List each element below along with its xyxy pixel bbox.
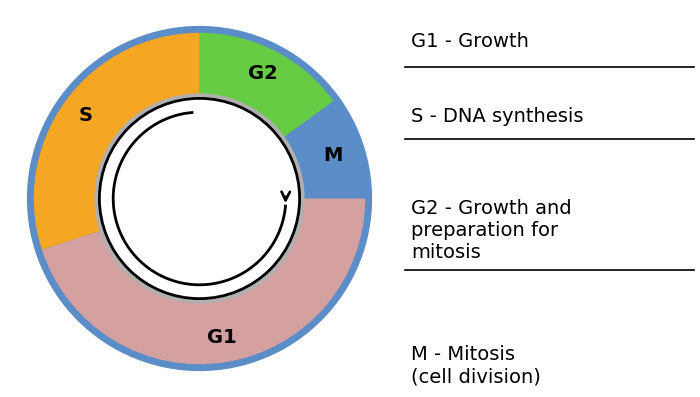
Text: S - DNA synthesis: S - DNA synthesis [411,107,584,126]
Text: S: S [78,106,92,125]
Wedge shape [42,198,365,364]
Circle shape [99,98,300,299]
Text: G1: G1 [206,328,237,347]
Text: G2: G2 [248,64,278,83]
Text: G1 - Growth: G1 - Growth [411,32,529,51]
Wedge shape [279,101,365,198]
Text: M: M [323,146,343,164]
Circle shape [27,26,372,371]
Wedge shape [199,33,334,141]
Text: M - Mitosis
(cell division): M - Mitosis (cell division) [411,345,541,386]
Circle shape [103,102,296,295]
Text: G2 - Growth and
preparation for
mitosis: G2 - Growth and preparation for mitosis [411,198,572,262]
Wedge shape [34,33,200,250]
